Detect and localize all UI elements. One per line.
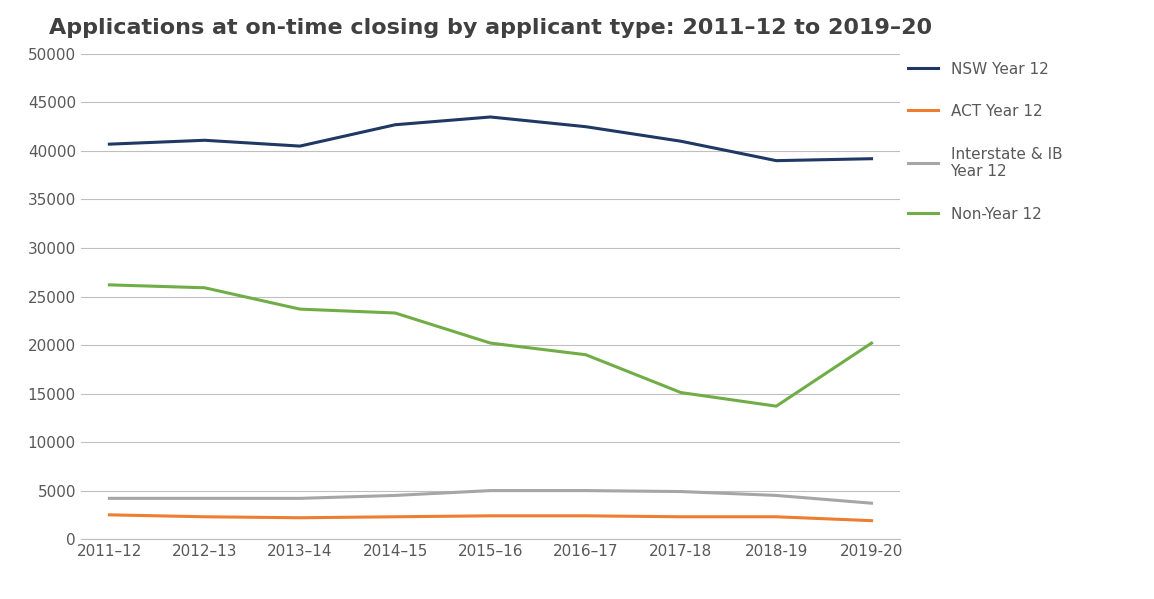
Title: Applications at on-time closing by applicant type: 2011–12 to 2019–20: Applications at on-time closing by appli… — [48, 19, 932, 38]
Legend: NSW Year 12, ACT Year 12, Interstate & IB
Year 12, Non-Year 12: NSW Year 12, ACT Year 12, Interstate & I… — [908, 62, 1062, 222]
